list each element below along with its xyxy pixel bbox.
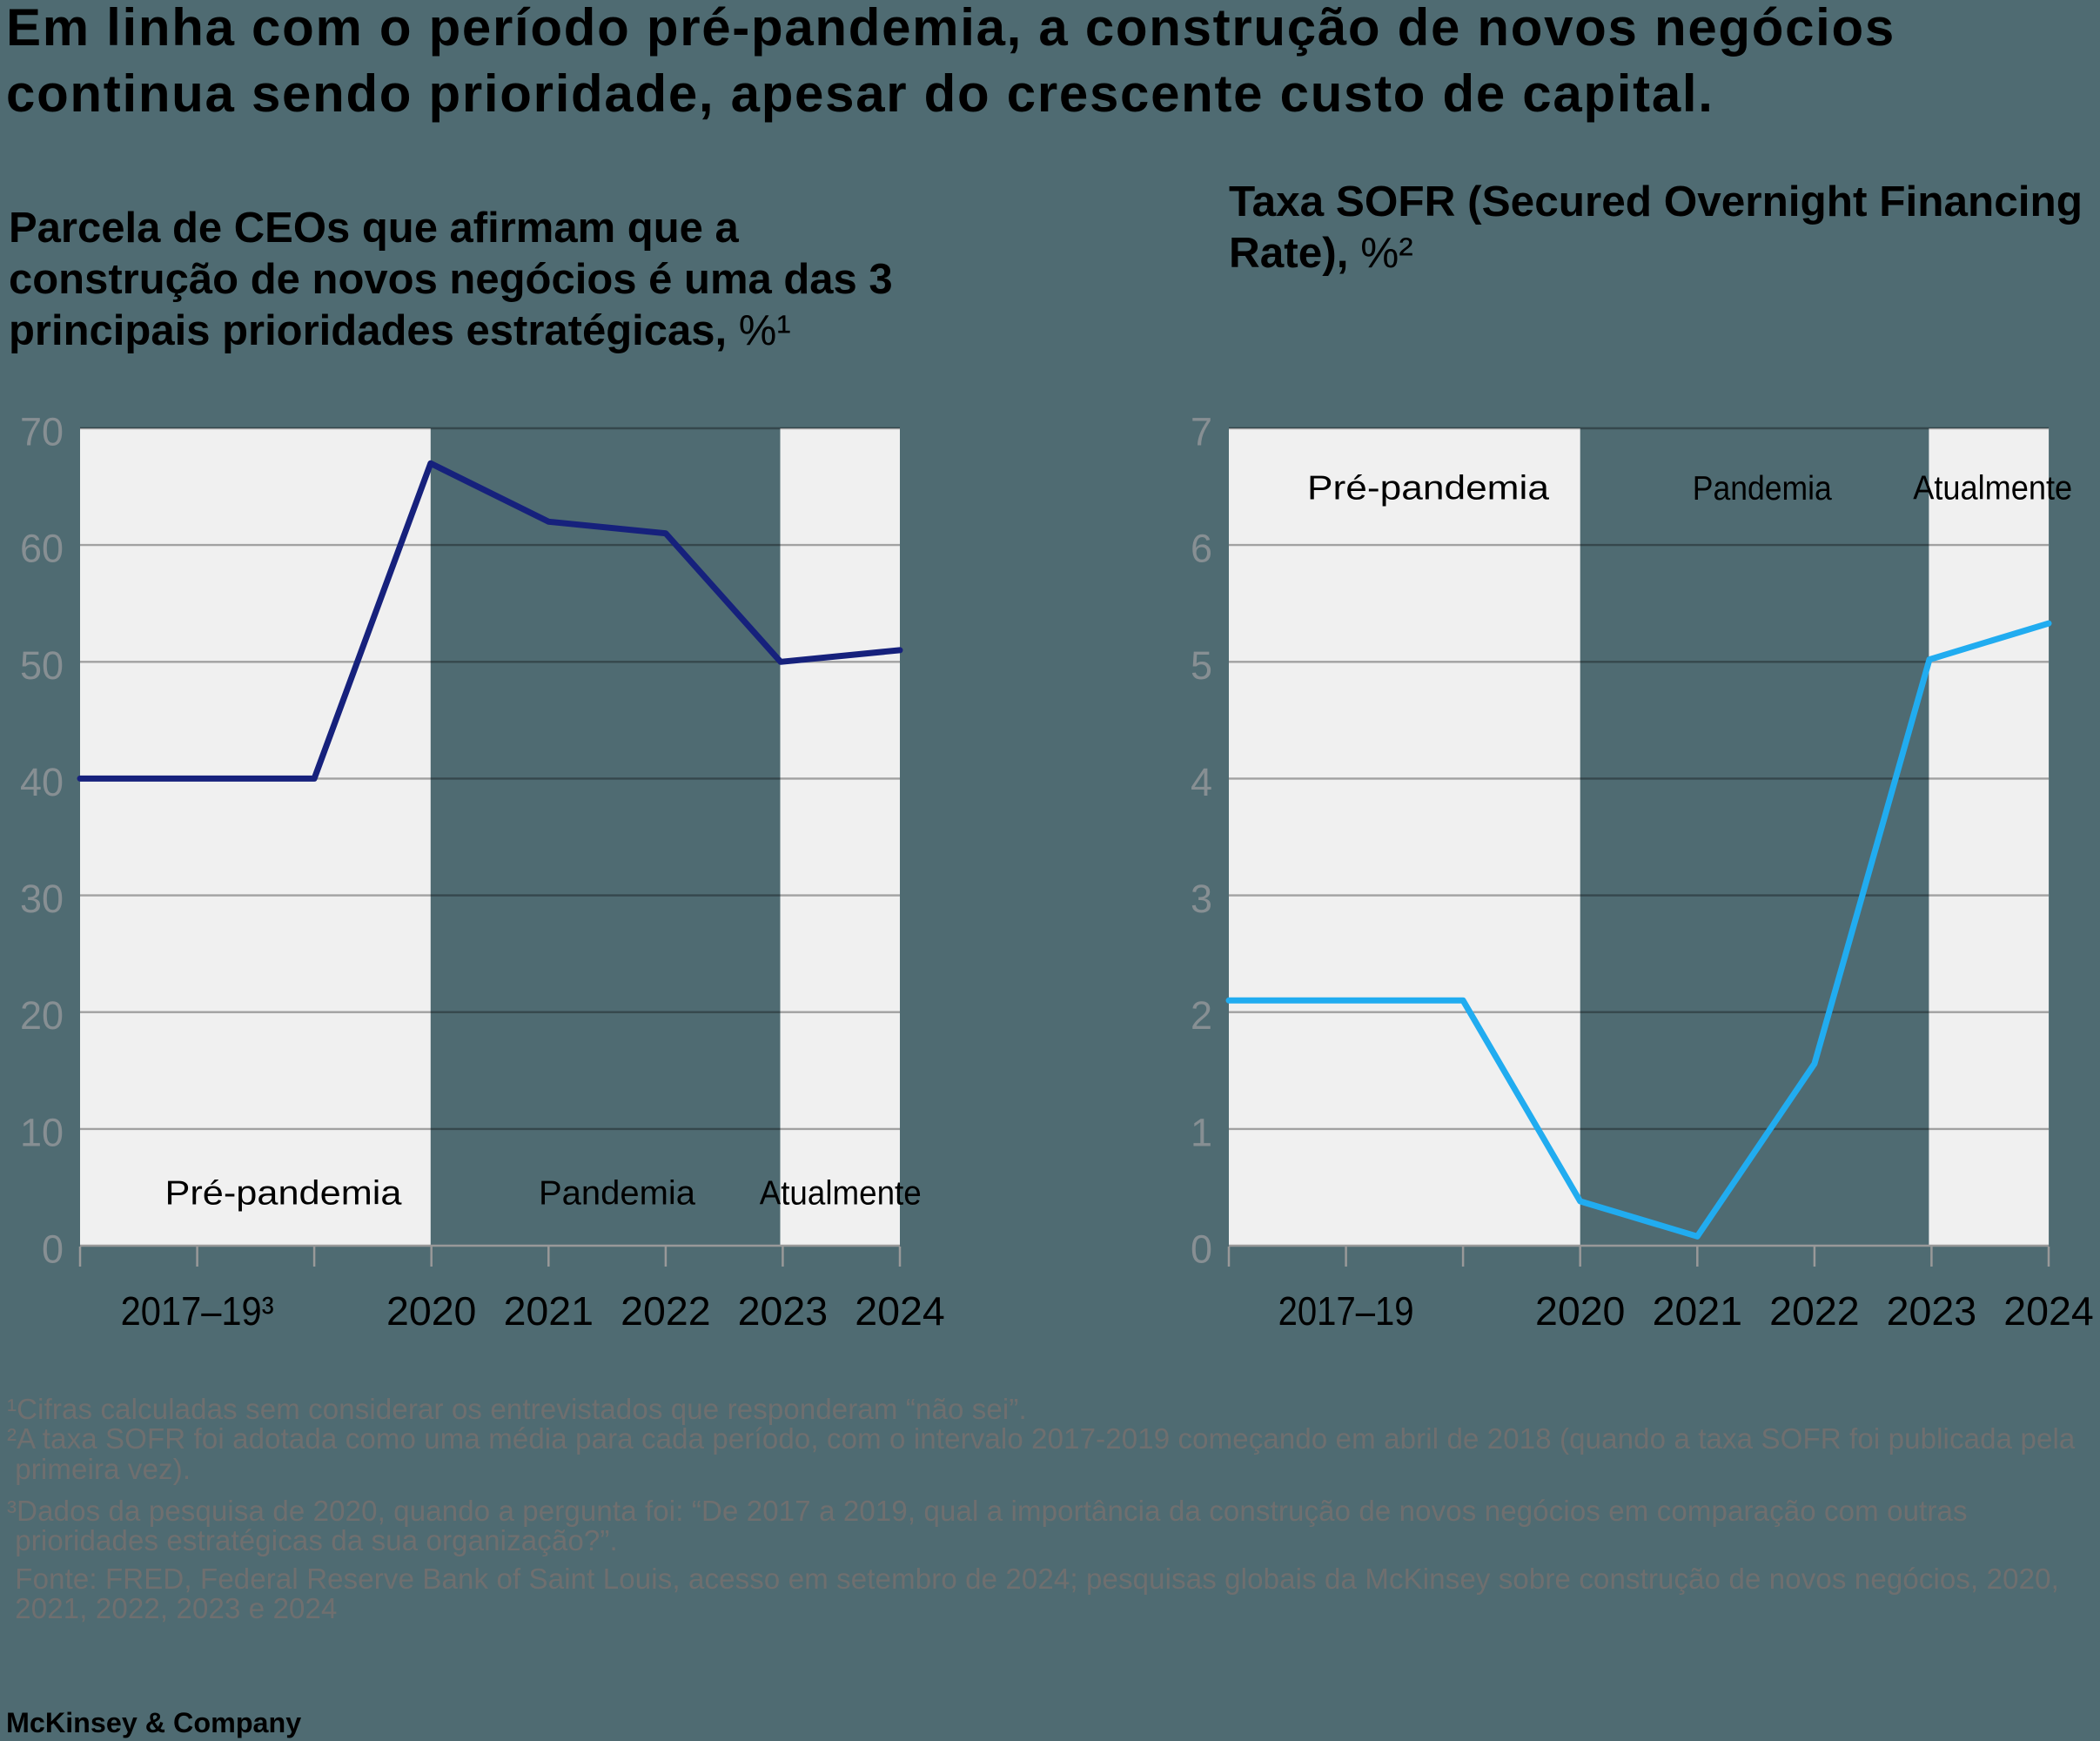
svg-text:2022: 2022 [621,1288,710,1334]
svg-text:30: 30 [20,877,64,921]
svg-text:2020: 2020 [1535,1288,1625,1334]
svg-text:Pré-pandemia: Pré-pandemia [1307,470,1549,508]
svg-text:1: 1 [1191,1110,1212,1154]
svg-text:2024: 2024 [2003,1288,2093,1334]
svg-text:2021: 2021 [504,1288,594,1334]
svg-text:Pandemia: Pandemia [1693,470,1832,508]
svg-text:Atualmente: Atualmente [760,1175,922,1213]
svg-text:2017–19³: 2017–19³ [121,1288,274,1334]
svg-text:2022: 2022 [1769,1288,1859,1334]
svg-text:0: 0 [1191,1227,1212,1272]
svg-text:Pandemia: Pandemia [539,1175,695,1213]
svg-text:Atualmente: Atualmente [1913,470,2072,508]
svg-text:0: 0 [42,1227,64,1272]
svg-text:70: 70 [20,410,64,454]
svg-text:20: 20 [20,993,64,1038]
svg-text:Pré-pandemia: Pré-pandemia [165,1175,402,1213]
svg-text:40: 40 [20,760,64,804]
svg-text:4: 4 [1191,760,1212,804]
svg-text:2023: 2023 [1887,1288,1976,1334]
svg-text:60: 60 [20,527,64,571]
svg-text:50: 50 [20,643,64,688]
svg-text:2020: 2020 [386,1288,476,1334]
svg-text:2023: 2023 [738,1288,828,1334]
svg-text:2021: 2021 [1653,1288,1742,1334]
svg-text:2: 2 [1191,993,1212,1038]
svg-text:2017–19: 2017–19 [1278,1288,1414,1334]
svg-text:6: 6 [1191,527,1212,571]
svg-text:10: 10 [20,1110,64,1154]
svg-text:2024: 2024 [855,1288,944,1334]
svg-text:7: 7 [1191,410,1212,454]
svg-text:5: 5 [1191,643,1212,688]
svg-text:3: 3 [1191,877,1212,921]
